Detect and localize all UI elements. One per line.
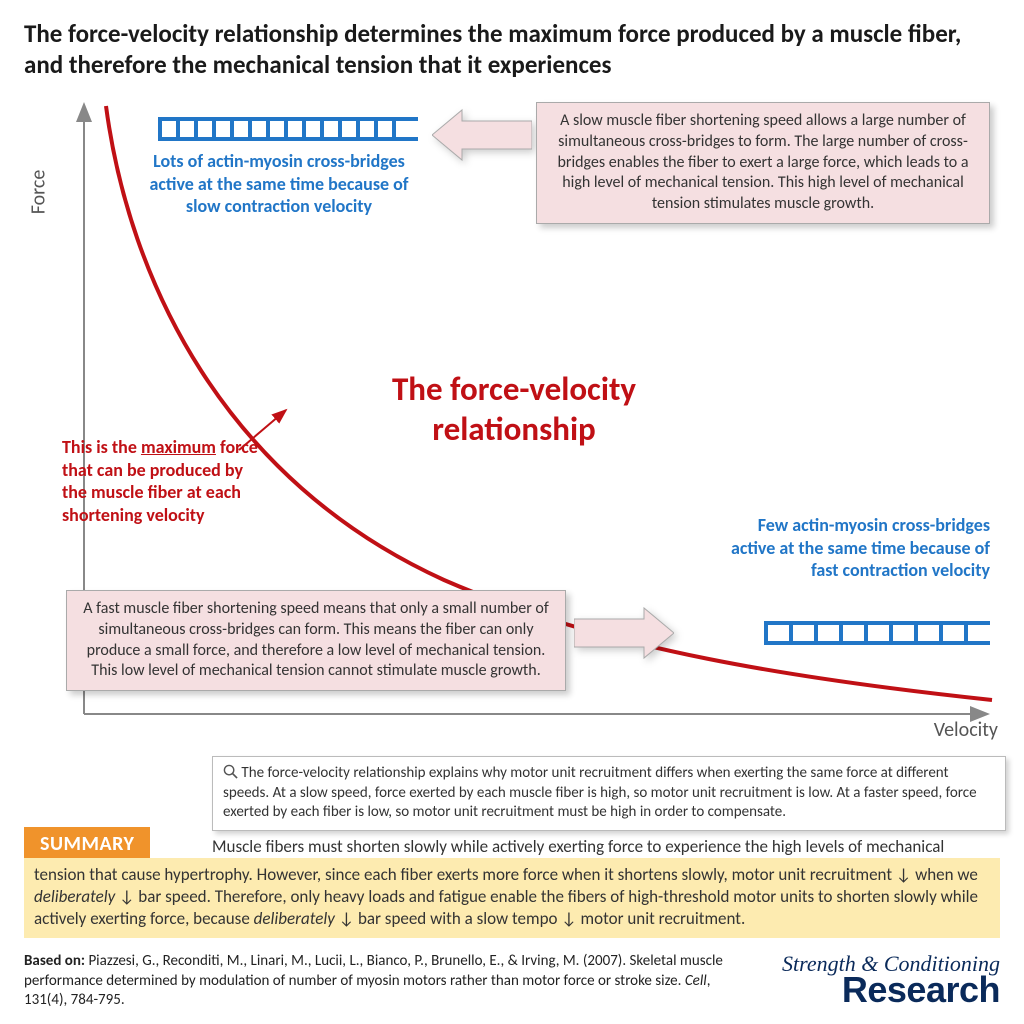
- summary-box: tension that cause hypertrophy. However,…: [24, 858, 1000, 938]
- brand-logo: Strength & Conditioning Research: [782, 954, 1000, 1006]
- chart-area: Force Velocity The force-velocity relati…: [44, 100, 994, 740]
- callout-fast: A fast muscle fiber shortening speed mea…: [66, 590, 566, 691]
- page-title: The force-velocity relationship determin…: [24, 18, 1000, 81]
- chart-center-title: The force-velocity relationship: [309, 370, 719, 449]
- info-text: The force-velocity relationship explains…: [223, 764, 977, 821]
- block-arrow-left-icon: [432, 108, 532, 162]
- info-box: The force-velocity relationship explains…: [212, 756, 1006, 831]
- annotation-red-left: This is the maximum force that can be pr…: [62, 436, 272, 526]
- summary-first-line: Muscle fibers must shorten slowly while …: [212, 836, 1002, 858]
- summary-tag: SUMMARY: [24, 827, 150, 861]
- y-axis-label: Force: [26, 170, 50, 215]
- brand-line2: Research: [782, 974, 1000, 1006]
- callout-slow: A slow muscle fiber shortening speed all…: [536, 102, 990, 224]
- magnifier-icon: [223, 764, 238, 779]
- ladder-bottom-icon: [764, 620, 990, 646]
- block-arrow-right-icon: [574, 606, 674, 660]
- annotation-blue-bottom: Few actin-myosin cross-bridges active at…: [714, 514, 990, 582]
- ladder-top-icon: [158, 116, 418, 142]
- annotation-blue-top: Lots of actin-myosin cross-bridges activ…: [144, 150, 414, 218]
- x-axis-label: Velocity: [934, 718, 998, 742]
- citation: Based on: Piazzesi, G., Reconditi, M., L…: [24, 952, 734, 1011]
